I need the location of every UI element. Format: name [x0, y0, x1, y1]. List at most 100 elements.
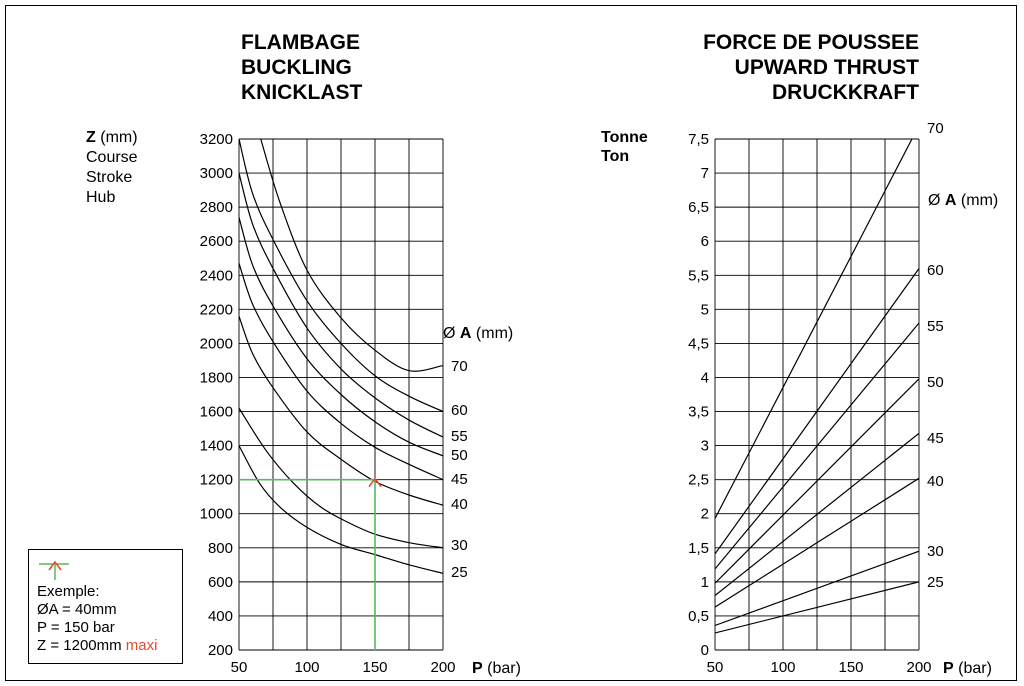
side1-series-label-60: 60 — [927, 262, 944, 279]
side1-series-label-40: 40 — [927, 473, 944, 490]
left-y-label-line-2: Stroke — [86, 169, 132, 186]
side1-series-label-30: 30 — [927, 543, 944, 560]
side0-y-tick-label: 400 — [208, 608, 233, 625]
left-curves — [239, 139, 443, 574]
side1-x-tick-label: 200 — [906, 659, 931, 676]
side1-series-60 — [715, 268, 919, 555]
side0-series-70 — [260, 139, 443, 372]
left-legend-unit: (mm) — [476, 325, 513, 342]
left-title-line-3: KNICKLAST — [241, 81, 362, 104]
side1-series-55 — [715, 322, 919, 570]
left-title-line-1: FLAMBAGE — [241, 31, 360, 54]
right-legend-prefix: Ø — [928, 192, 940, 209]
right-legend-title: Ø A (mm) — [928, 192, 998, 209]
side0-series-30 — [239, 407, 443, 549]
right-x-unit: (bar) — [958, 660, 992, 677]
side1-y-tick-label: 4,5 — [688, 335, 709, 352]
side1-y-tick-label: 5 — [701, 301, 709, 318]
right-x-axis-label: P (bar) — [943, 660, 992, 677]
side0-y-tick-label: 2200 — [200, 301, 233, 318]
left-legend-symbol: A — [460, 325, 472, 342]
side1-series-label-55: 55 — [927, 318, 944, 335]
left-legend-title: Ø A (mm) — [443, 325, 513, 342]
side1-y-tick-label: 7,5 — [688, 131, 709, 148]
right-title-line-1: FORCE DE POUSSEE — [703, 31, 919, 54]
side1-y-tick-label: 0,5 — [688, 608, 709, 625]
side1-x-tick-label: 50 — [707, 659, 724, 676]
left-y-unit: (mm) — [100, 129, 137, 146]
legend-line-4-prefix: Z = 1200mm — [37, 637, 122, 654]
side1-y-tick-label: 2 — [701, 506, 709, 523]
side0-series-55 — [239, 172, 443, 438]
side0-y-tick-label: 1800 — [200, 369, 233, 386]
side0-x-tick-label: 100 — [294, 659, 319, 676]
side0-series-50 — [239, 217, 443, 457]
side1-series-40 — [715, 477, 919, 608]
right-series-labels: 25 30 40 45 50 55 60 70 — [927, 120, 944, 591]
side1-series-45 — [715, 432, 919, 596]
side0-x-tick-label: 200 — [430, 659, 455, 676]
side0-series-label-60: 60 — [451, 402, 468, 419]
side0-y-tick-label: 3200 — [200, 131, 233, 148]
left-legend-prefix: Ø — [443, 325, 455, 342]
side1-y-tick-label: 3 — [701, 438, 709, 455]
left-y-axis-label: Z (mm) — [86, 129, 138, 146]
side0-series-40 — [239, 315, 443, 506]
left-title-line-2: BUCKLING — [241, 56, 352, 79]
side0-y-tick-label: 1400 — [200, 438, 233, 455]
side1-series-25 — [715, 581, 919, 634]
side1-series-30 — [715, 550, 919, 627]
side0-y-tick-label: 2600 — [200, 233, 233, 250]
side1-series-label-50: 50 — [927, 374, 944, 391]
right-x-symbol: P — [943, 660, 954, 677]
left-y-label-line-3: Hub — [86, 189, 115, 206]
side1-y-tick-label: 0 — [701, 642, 709, 659]
side1-y-tick-label: 5,5 — [688, 267, 709, 284]
legend-line-2: ØA = 40mm — [37, 601, 117, 618]
side0-series-label-30: 30 — [451, 537, 468, 554]
right-title-line-2: UPWARD THRUST — [735, 56, 919, 79]
side1-series-label-70: 70 — [927, 120, 944, 137]
legend-maxi: maxi — [125, 637, 158, 654]
example-marker — [368, 477, 382, 488]
buckling-chart: FLAMBAGE BUCKLING KNICKLAST Z (mm) Cours… — [86, 31, 521, 677]
example-legend-box: Exemple: ØA = 40mm P = 150 bar Z = 1200m… — [28, 549, 183, 664]
side0-series-label-55: 55 — [451, 428, 468, 445]
side0-y-tick-label: 1600 — [200, 404, 233, 421]
side0-series-label-25: 25 — [451, 564, 468, 581]
side0-x-tick-label: 50 — [231, 659, 248, 676]
example-guides — [239, 477, 382, 650]
side0-series-label-50: 50 — [451, 447, 468, 464]
side1-y-tick-label: 1 — [701, 574, 709, 591]
left-x-axis-label: P (bar) — [472, 660, 521, 677]
right-y-label-line-1: Tonne — [601, 129, 648, 146]
side0-series-60 — [239, 139, 443, 413]
side1-y-tick-label: 1,5 — [688, 540, 709, 557]
left-y-label-line-1: Course — [86, 149, 138, 166]
left-series-labels: 25 30 40 45 50 55 60 70 — [451, 358, 468, 581]
right-ticks: 0 0,5 1 1,5 2 2,5 3 3,5 4 4,5 5 5,5 6 6,5 7 7,5 50 100 150… — [688, 131, 931, 676]
side1-series-label-25: 25 — [927, 574, 944, 591]
left-y-symbol: Z — [86, 129, 96, 146]
example-arrow-icon — [39, 560, 69, 580]
left-x-unit: (bar) — [487, 660, 521, 677]
right-legend-unit: (mm) — [961, 192, 998, 209]
side1-series-50 — [715, 378, 919, 584]
side0-y-tick-label: 800 — [208, 540, 233, 557]
side1-y-tick-label: 6,5 — [688, 199, 709, 216]
side1-series-label-45: 45 — [927, 430, 944, 447]
side0-y-tick-label: 2400 — [200, 267, 233, 284]
side0-y-tick-label: 200 — [208, 642, 233, 659]
side0-y-tick-label: 3000 — [200, 165, 233, 182]
left-ticks: 200 400 600 800 1000 1200 1400 1600 1800 2000 2200… — [200, 131, 456, 676]
left-x-symbol: P — [472, 660, 483, 677]
side0-y-tick-label: 2000 — [200, 335, 233, 352]
side0-series-45 — [239, 263, 443, 481]
right-curves — [715, 139, 919, 634]
legend-line-3: P = 150 bar — [37, 619, 115, 636]
side1-y-tick-label: 6 — [701, 233, 709, 250]
side0-series-label-70: 70 — [451, 358, 468, 375]
side0-y-tick-label: 1000 — [200, 506, 233, 523]
side0-y-tick-label: 600 — [208, 574, 233, 591]
